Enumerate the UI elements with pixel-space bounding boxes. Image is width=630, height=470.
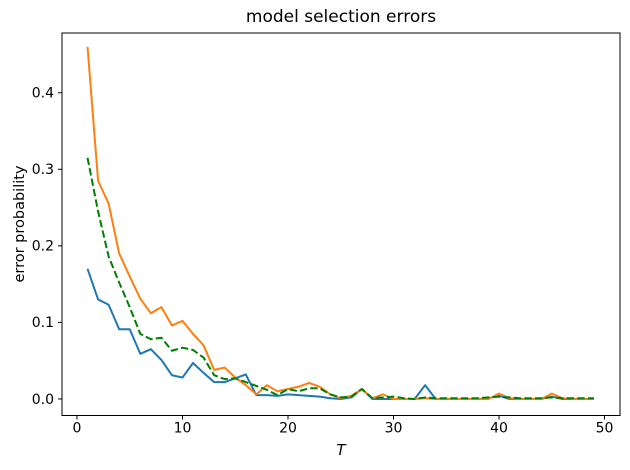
x-tick-label: 50	[596, 421, 614, 437]
series-line-orange-solid	[86, 46, 594, 400]
x-tick-label: 20	[279, 421, 297, 437]
y-tick-label: 0.1	[32, 315, 54, 331]
y-tick-label: 0.2	[32, 239, 54, 255]
x-axis-label: T	[336, 441, 346, 459]
y-axis-label: error probability	[12, 165, 28, 283]
y-tick-label: 0.4	[32, 86, 54, 102]
series-line-blue-solid	[86, 268, 594, 400]
x-tick-label: 30	[385, 421, 403, 437]
y-tick-label: 0.3	[32, 162, 54, 178]
chart-title: model selection errors	[245, 7, 437, 27]
x-tick-label: 40	[490, 421, 508, 437]
axes-spines	[61, 32, 621, 416]
y-tick-label: 0.0	[32, 392, 54, 408]
x-tick-label: 10	[174, 421, 192, 437]
x-tick-label: 0	[73, 421, 82, 437]
series-line-green-dashed	[86, 157, 594, 400]
